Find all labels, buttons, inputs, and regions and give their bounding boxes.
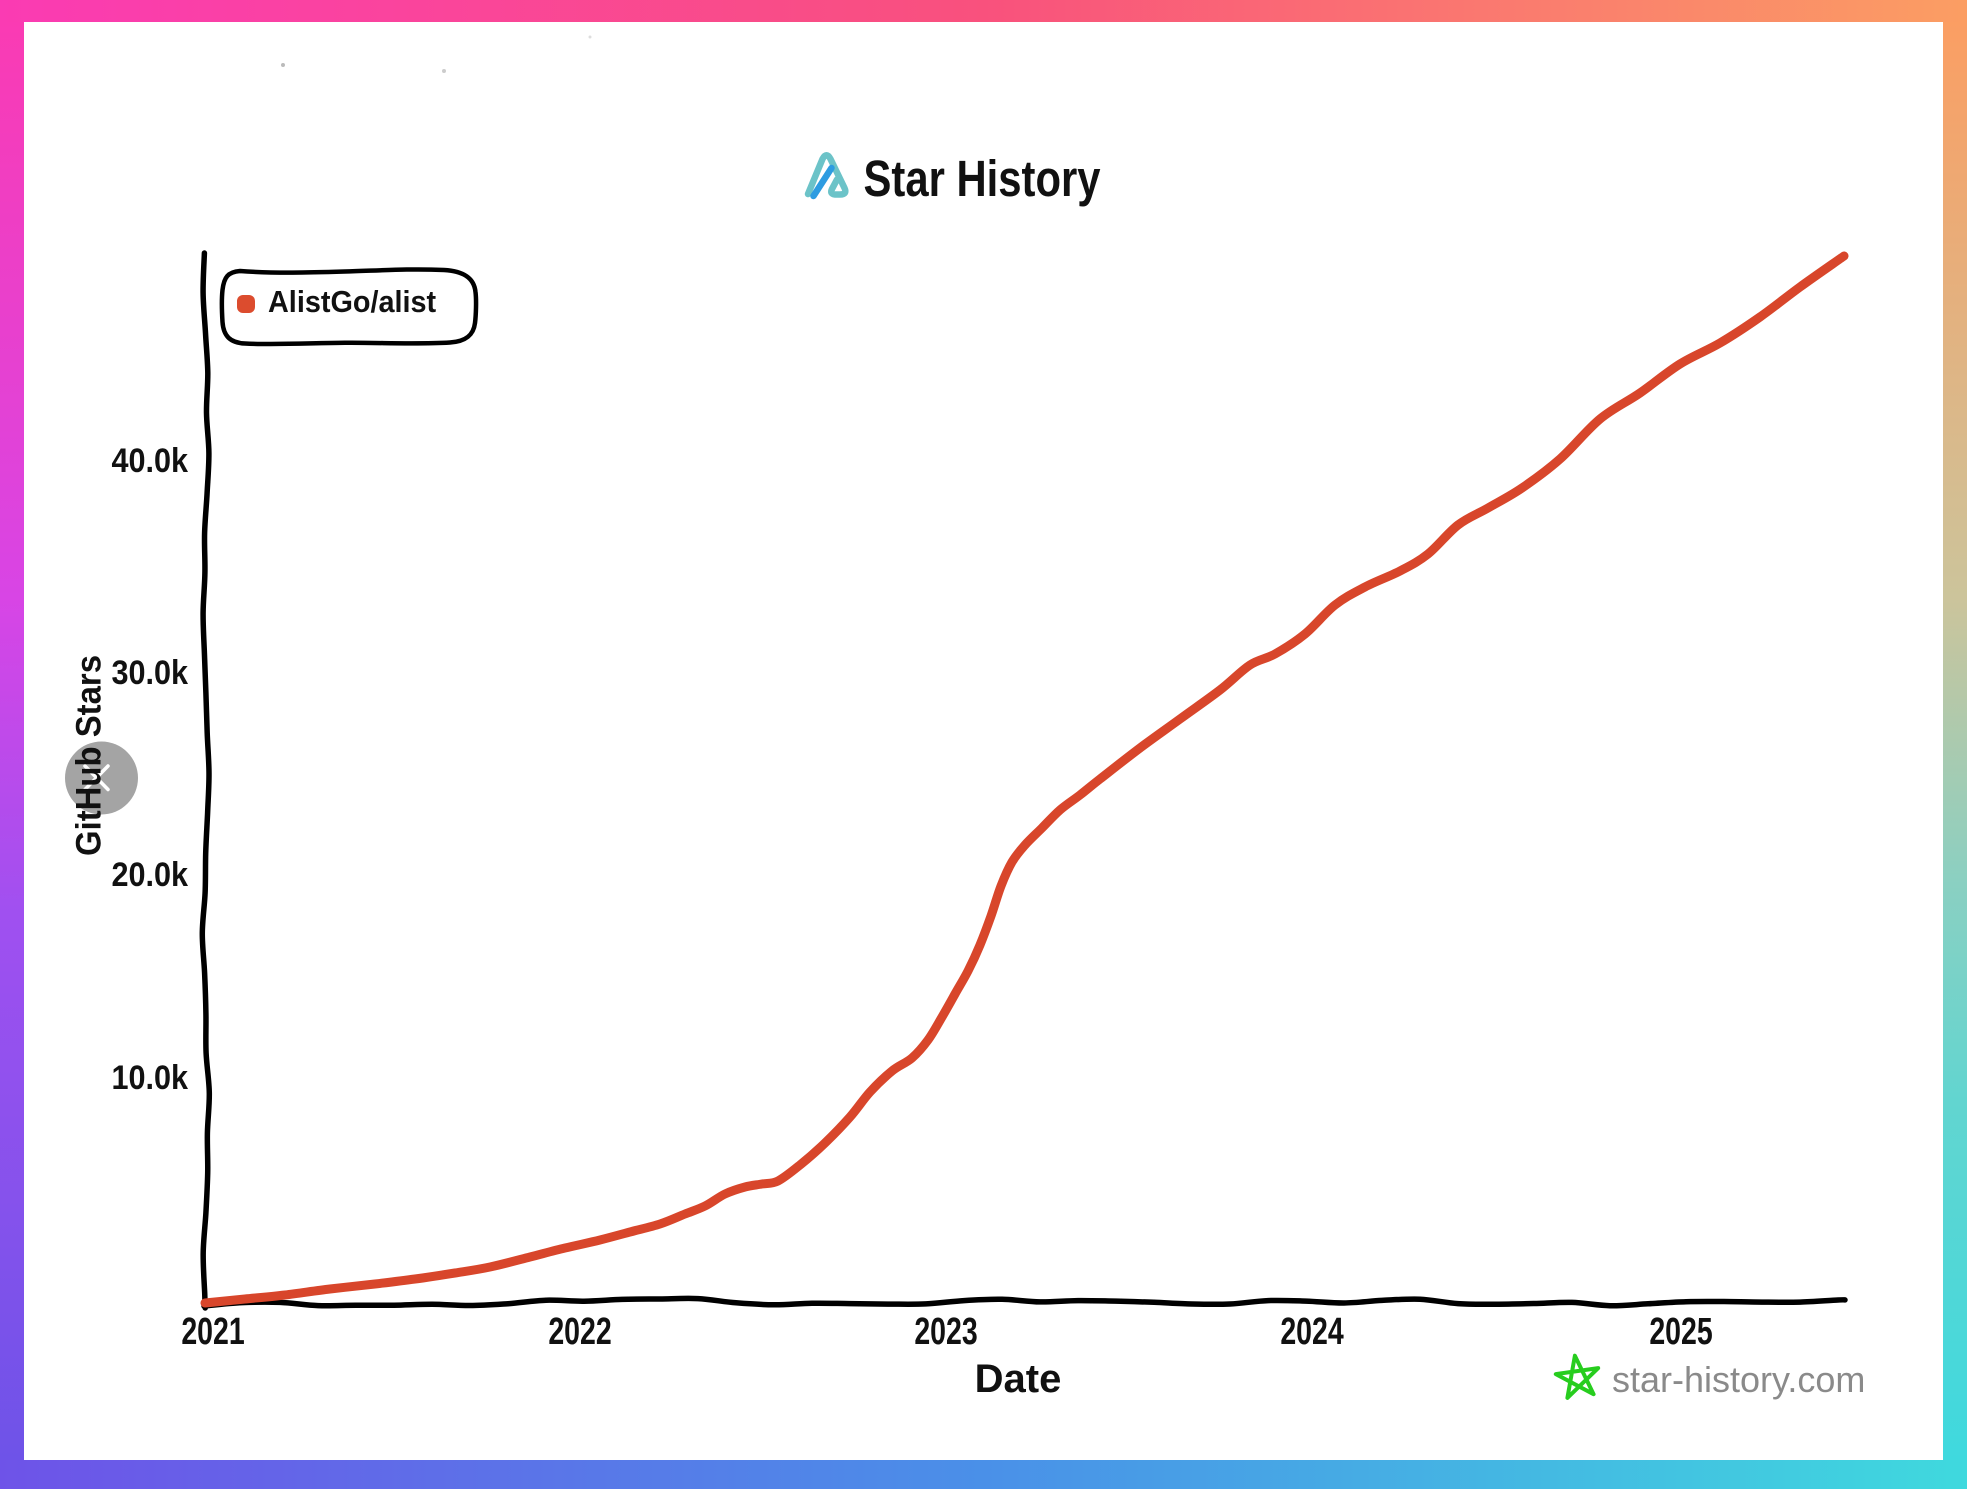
svg-text:2022: 2022 bbox=[548, 1311, 611, 1353]
svg-text:2021: 2021 bbox=[181, 1311, 244, 1353]
svg-text:10.0k: 10.0k bbox=[111, 1059, 189, 1097]
svg-text:2024: 2024 bbox=[1280, 1311, 1344, 1353]
svg-text:30.0k: 30.0k bbox=[111, 654, 189, 692]
svg-text:Star History: Star History bbox=[863, 150, 1100, 207]
svg-text:2025: 2025 bbox=[1649, 1311, 1712, 1353]
svg-text:Date: Date bbox=[975, 1357, 1062, 1401]
svg-text:AlistGo/alist: AlistGo/alist bbox=[268, 285, 436, 319]
svg-text:star-history.com: star-history.com bbox=[1612, 1359, 1865, 1400]
svg-text:2023: 2023 bbox=[914, 1311, 977, 1353]
svg-text:GitHub Stars: GitHub Stars bbox=[70, 655, 109, 856]
svg-text:40.0k: 40.0k bbox=[111, 442, 189, 480]
svg-text:20.0k: 20.0k bbox=[111, 856, 189, 894]
